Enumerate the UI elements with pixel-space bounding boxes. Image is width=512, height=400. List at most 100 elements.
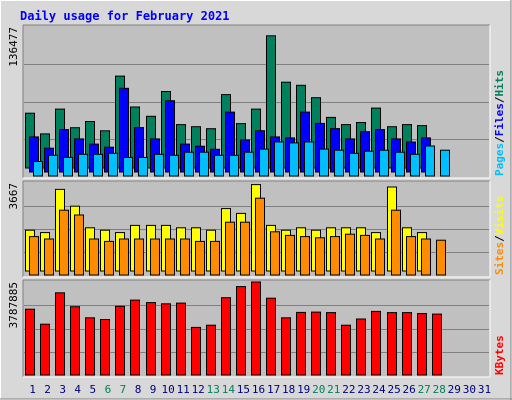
bar-kbytes-day-14 [221,297,231,376]
day-label-3: 3 [59,383,66,396]
series-pages [33,141,450,177]
bar-pages-day-3 [63,156,73,177]
bar-pages-day-1 [33,161,43,177]
bar-sites-day-23 [360,234,370,276]
bar-kbytes-day-11 [176,302,186,376]
day-label-23: 23 [357,383,370,396]
chart-panels: 136477Pages/Files/Hits3667Sites/Visits37… [7,24,506,378]
bar-kbytes-day-27 [417,313,427,376]
day-label-21: 21 [327,383,340,396]
bar-kbytes-day-17 [266,297,276,376]
bar-pages-day-23 [364,150,374,177]
day-label-20: 20 [312,383,325,396]
bar-sites-day-3 [59,209,69,276]
bar-pages-day-7 [123,156,133,177]
bar-sites-day-26 [406,236,416,276]
bar-pages-day-10 [169,154,179,177]
panel-3-legend: KBytes [493,335,506,375]
bar-sites-day-19 [300,236,310,276]
bar-pages-day-5 [93,153,103,177]
bar-pages-day-8 [138,156,148,177]
legend-kbytes: KBytes [493,335,506,375]
day-label-7: 7 [120,383,127,396]
bar-kbytes-day-24 [371,310,381,376]
bar-pages-day-6 [108,152,118,177]
day-label-25: 25 [387,383,400,396]
day-label-24: 24 [372,383,386,396]
bar-sites-day-21 [330,236,340,276]
bar-sites-day-15 [240,221,250,276]
day-label-28: 28 [433,383,446,396]
bar-sites-day-24 [375,238,385,276]
legend-separator: / [493,136,506,143]
bar-pages-day-4 [78,153,88,177]
legend-sites: Sites [493,242,506,275]
bar-kbytes-day-28 [432,313,442,376]
day-label-8: 8 [135,383,142,396]
legend-pages: Pages [493,143,506,176]
bar-pages-day-21 [334,149,344,177]
day-label-26: 26 [402,383,415,396]
bar-pages-day-9 [154,153,164,177]
day-label-27: 27 [418,383,431,396]
bar-pages-day-18 [289,142,299,177]
bar-sites-day-7 [119,238,129,276]
bar-pages-day-2 [48,154,58,177]
bar-kbytes-day-7 [115,305,125,376]
bar-pages-day-20 [319,148,329,177]
bar-sites-day-27 [421,238,431,276]
day-label-19: 19 [297,383,310,396]
bar-pages-day-17 [274,141,284,177]
bar-kbytes-day-2 [40,323,50,376]
bar-pages-day-13 [214,154,224,177]
panel-1-max-label: 136477 [7,27,20,67]
bar-sites-day-22 [345,233,355,276]
bar-pages-day-22 [349,152,359,177]
legend-files: Files [493,103,506,136]
bar-pages-day-11 [184,151,194,177]
bar-kbytes-day-25 [387,312,397,376]
day-label-18: 18 [282,383,295,396]
bar-pages-day-12 [199,151,209,177]
bar-kbytes-day-21 [326,312,336,376]
bar-kbytes-day-9 [146,302,156,376]
bar-sites-day-28 [436,239,446,276]
bar-kbytes-day-4 [70,306,80,376]
panel-1-legend: Pages/Files/Hits [493,70,506,176]
bar-kbytes-day-23 [356,318,366,376]
day-label-17: 17 [267,383,280,396]
bar-kbytes-day-3 [55,292,65,376]
legend-hits: Hits [493,70,506,97]
bar-kbytes-day-22 [341,324,351,376]
bar-pages-day-19 [304,141,314,177]
bar-sites-day-16 [255,197,265,276]
panel-2-max-label: 3667 [7,183,20,210]
panel-3-max-label: 3787885 [7,282,20,328]
bar-sites-day-5 [89,238,99,276]
panel-2-legend: Sites/Visits [493,196,506,276]
bar-sites-day-6 [104,240,114,276]
bar-sites-day-11 [180,238,190,276]
bar-pages-day-26 [410,153,420,177]
bar-kbytes-day-15 [236,286,246,376]
series-kbytes [25,281,442,376]
legend-separator: / [493,235,506,242]
bar-kbytes-day-5 [85,317,95,376]
day-labels: 1 2 3 4 5 6 7 8 9 10 11 12 13 14 15 16 17 18 19 20 21 22 23 24 2… [29,383,491,396]
bar-sites-day-14 [225,221,235,276]
bar-sites-day-20 [315,237,325,276]
day-label-10: 10 [161,383,174,396]
bar-sites-day-4 [74,214,84,276]
bar-sites-day-18 [285,234,295,276]
bar-kbytes-day-8 [130,299,140,376]
series-sites [29,197,446,276]
bar-pages-day-27 [425,145,435,177]
bar-sites-day-17 [270,231,280,276]
day-label-5: 5 [89,383,96,396]
chart-title: Daily usage for February 2021 [20,9,230,23]
bar-kbytes-day-16 [251,281,261,376]
day-label-11: 11 [177,383,190,396]
